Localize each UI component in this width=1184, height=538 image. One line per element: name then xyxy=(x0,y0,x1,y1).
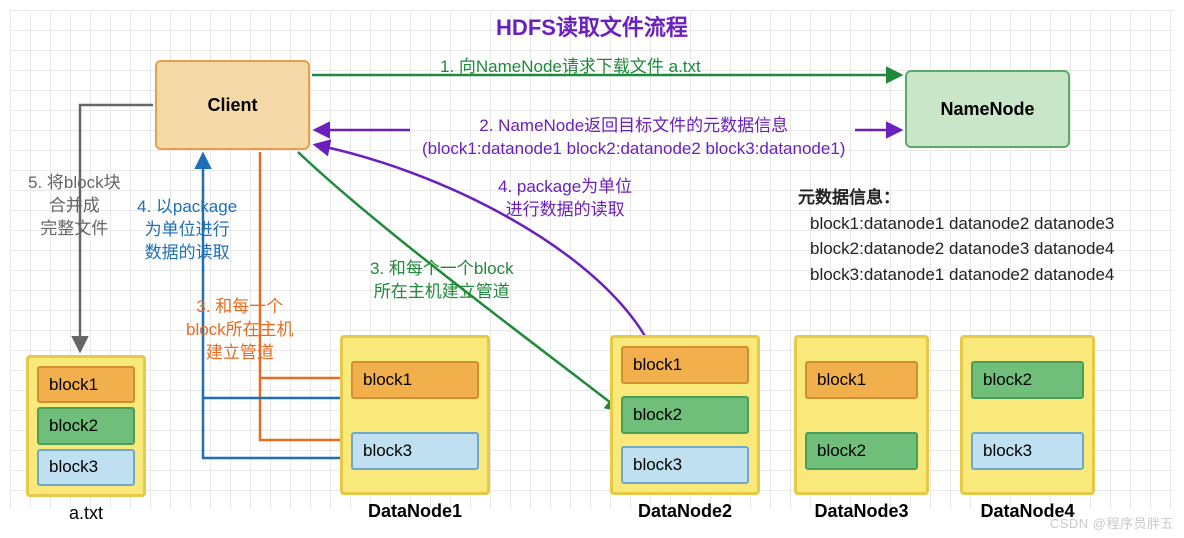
annotation-step5: 5. 将block块 合并成 完整文件 xyxy=(28,172,121,241)
meta-line: block2:datanode2 datanode3 datanode4 xyxy=(810,236,1114,262)
datanode-container: block1 block2 block3 xyxy=(610,335,760,495)
datanode-block: block3 xyxy=(971,432,1084,470)
file-block: block1 xyxy=(37,366,135,403)
metadata-info: 元数据信息：block1:datanode1 datanode2 datanod… xyxy=(798,185,1114,287)
datanode-container: block2 block3 xyxy=(960,335,1095,495)
watermark: CSDN @程序员胖五 xyxy=(1050,513,1174,532)
client-label: Client xyxy=(207,95,257,116)
datanode-container: block1 block3 xyxy=(340,335,490,495)
datanode-label: DataNode1 xyxy=(340,501,490,522)
datanode-block: block2 xyxy=(805,432,918,470)
meta-line: block3:datanode1 datanode2 datanode4 xyxy=(810,262,1114,288)
annotation-step4a: 4. 以package 为单位进行 数据的读取 xyxy=(137,196,237,265)
file-block: block2 xyxy=(37,407,135,444)
datanode-label: DataNode3 xyxy=(794,501,929,522)
meta-title: 元数据信息： xyxy=(798,185,1114,211)
annotation-step4b: 4. package为单位 进行数据的读取 xyxy=(498,176,632,222)
datanode-block: block3 xyxy=(621,446,749,484)
namenode-node: NameNode xyxy=(905,70,1070,148)
datanode-label: DataNode2 xyxy=(610,501,760,522)
annotation-step3a: 3. 和每一个 block所在主机 建立管道 xyxy=(186,296,294,365)
datanode-block: block2 xyxy=(971,361,1084,399)
namenode-label: NameNode xyxy=(940,99,1034,120)
annotation-step1: 1. 向NameNode请求下载文件 a.txt xyxy=(440,56,701,79)
diagram-title: HDFS读取文件流程 xyxy=(0,10,1184,42)
annotation-step3b: 3. 和每个一个block 所在主机建立管道 xyxy=(370,258,514,304)
datanode-block: block1 xyxy=(805,361,918,399)
file-container: block1 block2 block3 xyxy=(26,355,146,497)
datanode-block: block3 xyxy=(351,432,479,470)
datanode-block: block1 xyxy=(621,346,749,384)
datanode-block: block2 xyxy=(621,396,749,434)
annotation-step2: 2. NameNode返回目标文件的元数据信息 (block1:datanode… xyxy=(422,115,845,161)
file-block: block3 xyxy=(37,449,135,486)
file-label: a.txt xyxy=(26,503,146,524)
datanode-container: block1 block2 xyxy=(794,335,929,495)
datanode-block: block1 xyxy=(351,361,479,399)
client-node: Client xyxy=(155,60,310,150)
meta-line: block1:datanode1 datanode2 datanode3 xyxy=(810,211,1114,237)
